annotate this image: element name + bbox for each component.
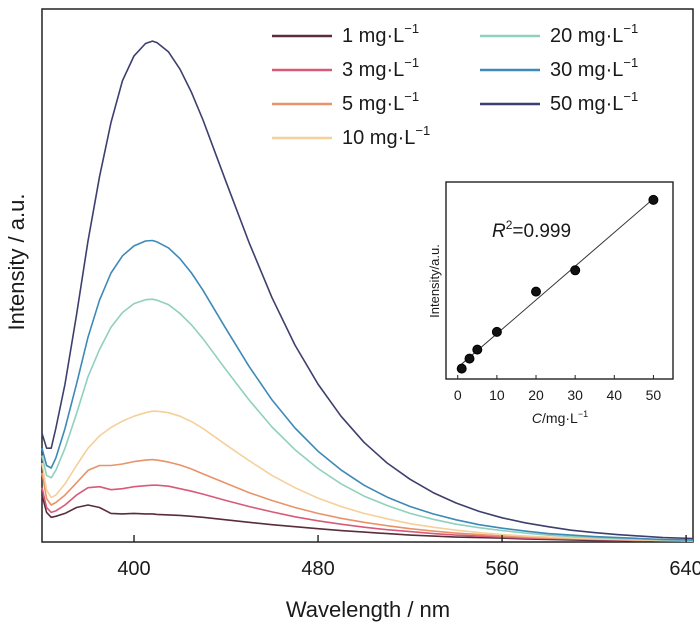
- series-line-6: [41, 239, 694, 541]
- inset-x-tick-label: 0: [454, 387, 462, 403]
- inset-point: [491, 326, 502, 337]
- inset: 0 10 20 30 40 50 R2=0.999 C/mg·L−1 Intensity/…: [427, 181, 674, 426]
- legend-label: 10 mg·L−1: [342, 123, 430, 149]
- inset-fit-line: [457, 196, 656, 368]
- inset-x-tick-label: 20: [528, 387, 544, 403]
- legend-label: 1 mg·L−1: [342, 21, 419, 47]
- main-curves: [41, 40, 694, 543]
- inset-point: [456, 363, 467, 374]
- series-line-5: [41, 298, 694, 542]
- main-plot-frame: [41, 8, 694, 543]
- inset-x-tick-label: 30: [567, 387, 583, 403]
- inset-point: [570, 265, 581, 276]
- inset-x-axis-ticks: 0 10 20 30 40 50: [454, 375, 662, 403]
- x-tick-label: 480: [301, 558, 334, 580]
- inset-point: [472, 344, 483, 355]
- inset-r-squared: R2=0.999: [492, 218, 571, 242]
- main-y-axis-label: Intensity / a.u.: [4, 194, 29, 331]
- series-line-7: [41, 40, 694, 540]
- inset-point: [531, 286, 541, 297]
- series-line-4: [41, 410, 694, 542]
- legend: 1 mg·L−1 3 mg·L−1 5 mg·L−1 10 mg·L−1 20 mg·L…: [272, 21, 638, 149]
- main-x-axis-ticks: 400 480 560 640: [117, 535, 700, 580]
- x-tick-label: 640: [669, 558, 700, 580]
- legend-label: 20 mg·L−1: [550, 21, 638, 47]
- legend-label: 3 mg·L−1: [342, 55, 419, 81]
- inset-x-tick-label: 50: [646, 387, 662, 403]
- series-line-3: [41, 458, 694, 542]
- x-tick-label: 560: [485, 558, 518, 580]
- legend-label: 30 mg·L−1: [550, 55, 638, 81]
- inset-y-axis-label: Intensity/a.u.: [427, 244, 442, 318]
- inset-x-tick-label: 40: [607, 387, 623, 403]
- inset-point: [464, 353, 475, 364]
- inset-x-tick-label: 10: [489, 387, 505, 403]
- inset-points: [456, 194, 659, 374]
- x-tick-label: 400: [117, 558, 150, 580]
- series-line-1: [41, 494, 694, 543]
- inset-x-axis-label: C/mg·L−1: [532, 409, 588, 426]
- main-x-axis-label: Wavelength / nm: [286, 597, 450, 622]
- legend-label: 50 mg·L−1: [550, 89, 638, 115]
- legend-label: 5 mg·L−1: [342, 89, 419, 115]
- inset-point: [648, 194, 659, 205]
